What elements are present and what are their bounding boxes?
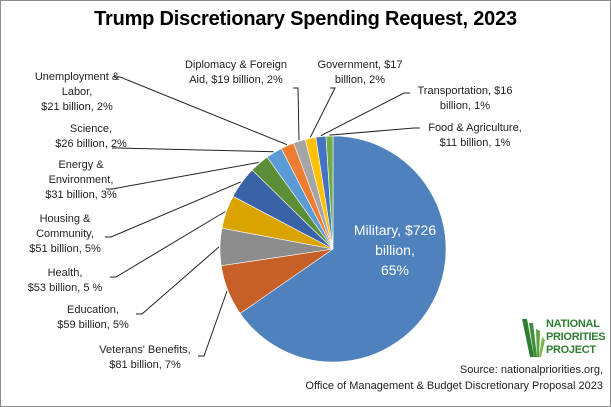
pie-slice-military [239, 135, 447, 363]
data-label-line: Energy & [58, 159, 104, 171]
data-label-line: $11 billion, 1% [439, 137, 511, 149]
data-label-line: Labor, [61, 86, 93, 98]
data-label-military: Military, $726 billion, 65% [340, 220, 450, 280]
leader-line-diplomacy-foreign-aid [293, 87, 300, 141]
pie-slice-food-agriculture [325, 135, 334, 250]
logo-line: PROJECT [546, 344, 596, 356]
data-label-line: $53 billion, 5 % [27, 282, 103, 294]
data-label-diplomacy: Diplomacy & Foreign Aid, $19 billion, 2% [174, 58, 298, 88]
data-label-line: $59 billion, 5% [57, 319, 129, 331]
leader-line-transportation [320, 92, 410, 137]
data-label-line: Health, [47, 267, 83, 279]
data-label-line: Environment, [48, 174, 114, 186]
data-label-line: $51 billion, 5% [29, 243, 101, 255]
leader-line-food-agriculture [329, 127, 420, 136]
data-label-line: Food & Agriculture, [428, 122, 522, 134]
data-label-health: Health, $53 billion, 5 % [20, 266, 110, 296]
data-label-energy: Energy & Environment, $31 billion, 3% [36, 158, 126, 203]
leader-line-energy-environment [106, 162, 259, 190]
logo-text: NATIONAL PRIORITIES PROJECT [546, 318, 606, 357]
logo-line: PRIORITIES [546, 331, 606, 343]
data-label-line: Unemployment & [34, 71, 120, 83]
data-label-line: $21 billion, 2% [41, 101, 113, 113]
leader-line-education [136, 246, 220, 315]
logo-sunburst-icon [522, 319, 545, 357]
chart-title: Trump Discretionary Spending Request, 20… [94, 8, 517, 30]
data-label-line: Diplomacy & Foreign [184, 59, 288, 71]
data-label-government: Government, $17 billion, 2% [310, 58, 410, 88]
data-label-science: Science, $26 billion, 2% [46, 122, 136, 152]
data-label-veterans: Veterans' Benefits, $81 billion, 7% [80, 343, 210, 373]
data-label-line: Aid, $19 billion, 2% [189, 74, 283, 86]
source-line-1: Source: nationalpriorities.org, [459, 364, 603, 376]
data-label-line: Science, [69, 123, 113, 135]
data-label-education: Education, $59 billion, 5% [48, 303, 138, 333]
data-label-line: billion, [375, 242, 415, 258]
data-label-line: Community, [36, 228, 94, 240]
data-label-line: $31 billion, 3% [45, 189, 117, 201]
data-label-line: billion, 2% [334, 74, 386, 86]
data-label-food: Food & Agriculture, $11 billion, 1% [414, 121, 536, 151]
data-label-housing: Housing & Community, $51 billion, 5% [20, 212, 110, 257]
data-label-line: Veterans' Benefits, [99, 344, 191, 356]
data-label-unemployment: Unemployment & Labor, $21 billion, 2% [24, 70, 130, 115]
data-label-line: 65% [380, 262, 410, 278]
data-label-line: billion, 1% [439, 100, 491, 112]
data-label-line: Education, [67, 304, 119, 316]
leader-line-unemployment-labor [114, 76, 288, 146]
leader-line-science [112, 147, 274, 153]
logo-line: NATIONAL [546, 318, 600, 330]
leader-line-health [110, 211, 226, 278]
data-label-line: Transportation, $16 [417, 85, 513, 97]
data-label-line: Military, $726 [353, 222, 437, 238]
leader-line-veterans-benefits [198, 290, 228, 357]
data-label-line: Government, $17 [317, 59, 403, 71]
data-label-transportation: Transportation, $16 billion, 1% [404, 84, 526, 114]
data-label-line: $26 billion, 2% [55, 138, 127, 150]
data-label-line: Housing & [39, 213, 91, 225]
data-label-line: $81 billion, 7% [109, 359, 181, 371]
national-priorities-project-logo: NATIONAL PRIORITIES PROJECT [522, 318, 606, 360]
source-line-2: Office of Management & Budget Discretion… [305, 380, 603, 392]
leader-line-government [309, 87, 336, 138]
leader-line-housing-community [105, 181, 241, 238]
